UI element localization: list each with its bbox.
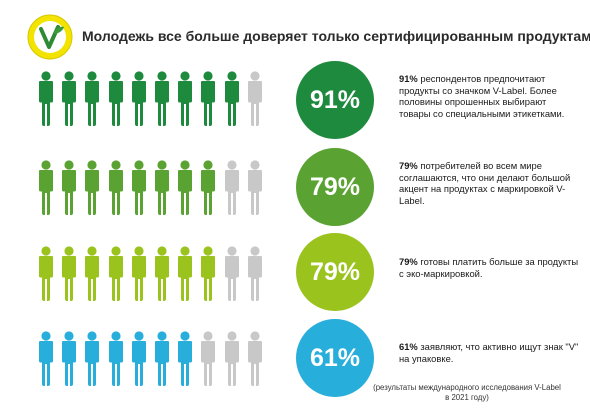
stat-description: 79% готовы платить больше за продукты с …: [399, 256, 579, 279]
person-icon-filled: [175, 331, 195, 387]
people-pictogram: [36, 246, 276, 326]
person-icon-empty: [245, 246, 265, 302]
person-icon-filled: [152, 71, 172, 127]
stat-row-3: 79% 79% готовы платить больше за продукт…: [0, 233, 590, 326]
person-icon-filled: [129, 71, 149, 127]
v-label-logo: [27, 14, 73, 60]
person-icon-filled: [222, 71, 242, 127]
percent-value: 79%: [309, 172, 361, 201]
percent-circle: 91%: [296, 61, 374, 139]
person-icon-filled: [36, 331, 56, 387]
person-icon-filled: [175, 246, 195, 302]
stat-row-2: 79% 79% потребителей во всем мире соглаш…: [0, 148, 590, 240]
person-icon-filled: [175, 71, 195, 127]
person-icon-empty: [245, 71, 265, 127]
percent-value: 79%: [309, 257, 361, 286]
stat-highlight: 79%: [399, 160, 418, 171]
person-icon-filled: [106, 246, 126, 302]
percent-circle: 79%: [296, 233, 374, 311]
stat-highlight: 61%: [399, 341, 418, 352]
people-pictogram: [36, 71, 276, 151]
person-icon-filled: [129, 160, 149, 216]
person-icon-filled: [82, 71, 102, 127]
person-icon-filled: [36, 71, 56, 127]
person-icon-filled: [59, 71, 79, 127]
person-icon-empty: [245, 160, 265, 216]
person-icon-filled: [198, 71, 218, 127]
stat-description: 61% заявляют, что активно ищут знак "V" …: [399, 341, 579, 364]
person-icon-filled: [152, 160, 172, 216]
person-icon-filled: [36, 160, 56, 216]
person-icon-filled: [152, 246, 172, 302]
people-pictogram: [36, 331, 276, 411]
person-icon-filled: [82, 246, 102, 302]
footnote: (результаты международного исследования …: [373, 383, 561, 402]
stat-description: 91% респондентов предпочитают продукты с…: [399, 73, 579, 119]
stat-text: готовы платить больше за продукты с эко-…: [399, 256, 579, 279]
person-icon-filled: [59, 331, 79, 387]
stat-text: заявляют, что активно ищут знак "V" на у…: [399, 341, 579, 364]
person-icon-filled: [59, 246, 79, 302]
percent-value: 61%: [309, 343, 361, 372]
person-icon-empty: [222, 160, 242, 216]
person-icon-empty: [222, 331, 242, 387]
person-icon-filled: [59, 160, 79, 216]
person-icon-empty: [198, 331, 218, 387]
percent-value: 91%: [309, 85, 361, 114]
person-icon-filled: [175, 160, 195, 216]
page-title: Молодежь все больше доверяет только серт…: [82, 28, 590, 44]
percent-circle: 79%: [296, 148, 374, 226]
person-icon-filled: [198, 160, 218, 216]
stat-highlight: 91%: [399, 73, 418, 84]
person-icon-filled: [152, 331, 172, 387]
v-label-logo-icon: [27, 14, 73, 60]
people-pictogram: [36, 160, 276, 240]
person-icon-filled: [106, 71, 126, 127]
stat-row-1: 91% 91% респондентов предпочитают продук…: [0, 61, 590, 151]
person-icon-filled: [82, 160, 102, 216]
stat-highlight: 79%: [399, 256, 418, 267]
person-icon-filled: [129, 246, 149, 302]
person-icon-filled: [198, 246, 218, 302]
stat-text: потребителей во всем мире соглашаются, ч…: [399, 160, 571, 206]
person-icon-filled: [36, 246, 56, 302]
person-icon-empty: [245, 331, 265, 387]
percent-circle: 61%: [296, 319, 374, 397]
person-icon-empty: [222, 246, 242, 302]
stat-row-4: 61% 61% заявляют, что активно ищут знак …: [0, 319, 590, 411]
person-icon-filled: [106, 331, 126, 387]
person-icon-filled: [82, 331, 102, 387]
stat-description: 79% потребителей во всем мире соглашаютс…: [399, 160, 579, 206]
person-icon-filled: [129, 331, 149, 387]
stat-text: респондентов предпочитают продукты со зн…: [399, 73, 565, 119]
person-icon-filled: [106, 160, 126, 216]
